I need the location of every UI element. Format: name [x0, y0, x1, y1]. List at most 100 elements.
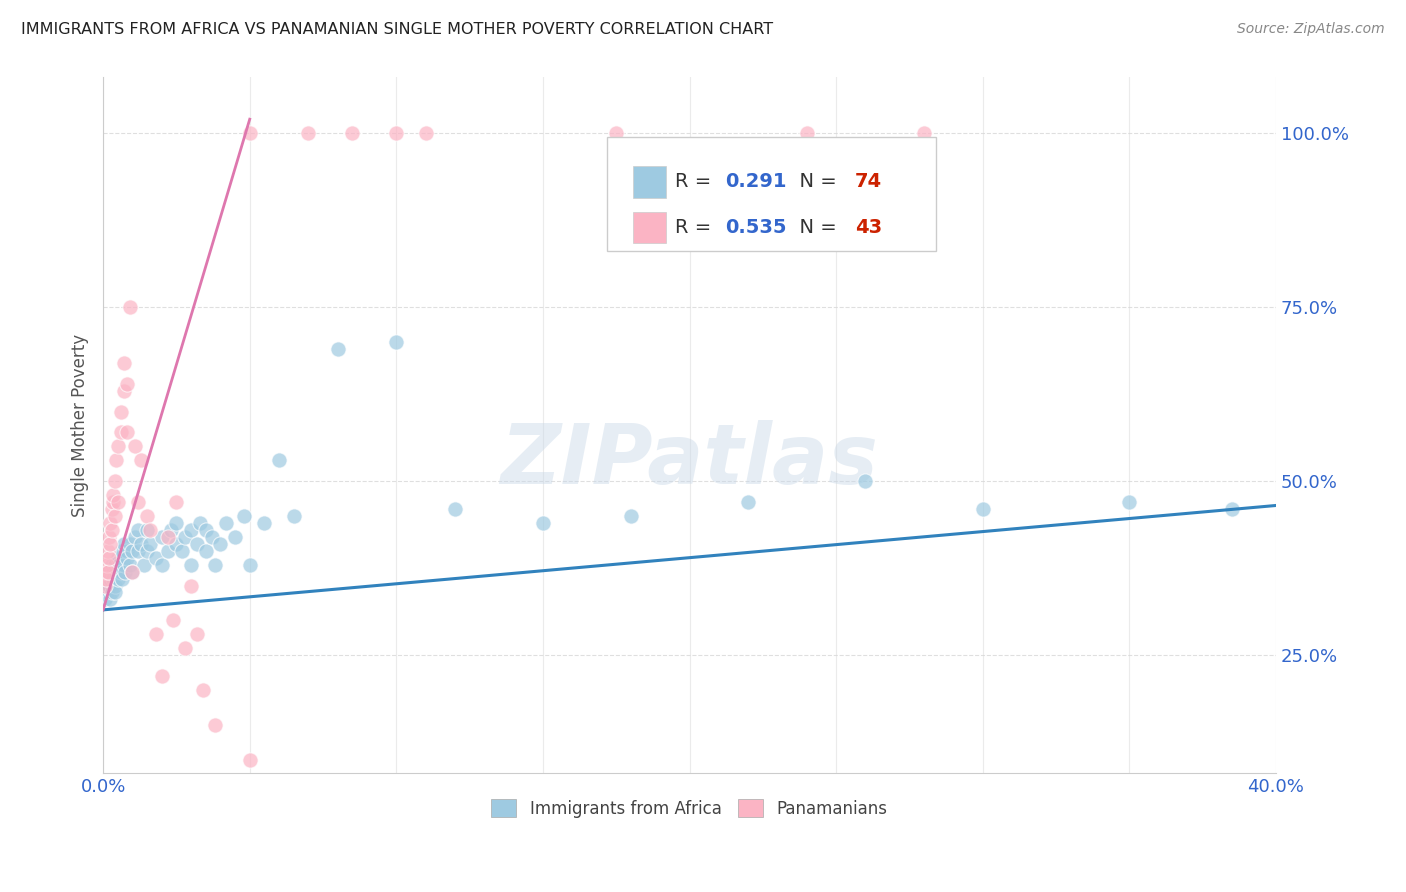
Point — [94, 592, 117, 607]
Point — [156, 530, 179, 544]
Point — [136, 543, 159, 558]
Point — [104, 578, 127, 592]
Point — [112, 384, 135, 398]
Point — [101, 558, 124, 572]
Point — [912, 126, 935, 140]
Point — [620, 508, 643, 523]
Point — [110, 565, 132, 579]
Point — [96, 565, 118, 579]
Text: 43: 43 — [855, 218, 882, 236]
Point — [134, 558, 156, 572]
Point — [174, 530, 197, 544]
Point — [96, 558, 118, 572]
Point — [737, 495, 759, 509]
Point — [215, 516, 238, 530]
Text: IMMIGRANTS FROM AFRICA VS PANAMANIAN SINGLE MOTHER POVERTY CORRELATION CHART: IMMIGRANTS FROM AFRICA VS PANAMANIAN SIN… — [21, 22, 773, 37]
Point — [114, 565, 136, 579]
Point — [162, 613, 184, 627]
Text: ZIPatlas: ZIPatlas — [501, 420, 879, 500]
Point — [186, 537, 208, 551]
Point — [98, 565, 121, 579]
Point — [112, 356, 135, 370]
Point — [121, 565, 143, 579]
Point — [201, 530, 224, 544]
Point — [180, 558, 202, 572]
Point — [239, 752, 262, 766]
Point — [96, 572, 118, 586]
Point — [145, 550, 167, 565]
Point — [186, 627, 208, 641]
Text: N =: N = — [787, 172, 842, 192]
Point — [194, 543, 217, 558]
Point — [93, 578, 115, 592]
Point — [191, 682, 214, 697]
Point — [115, 425, 138, 440]
Point — [605, 126, 627, 140]
Point — [98, 550, 121, 565]
Point — [385, 126, 408, 140]
Point — [110, 425, 132, 440]
Point — [159, 523, 181, 537]
Point — [94, 578, 117, 592]
Legend: Immigrants from Africa, Panamanians: Immigrants from Africa, Panamanians — [485, 793, 894, 824]
Point — [150, 558, 173, 572]
Point — [121, 543, 143, 558]
Point — [232, 508, 254, 523]
Point — [107, 550, 129, 565]
Point — [150, 530, 173, 544]
Point — [204, 717, 226, 731]
Point — [121, 565, 143, 579]
Point — [385, 334, 408, 349]
Point — [103, 572, 125, 586]
Point — [127, 523, 149, 537]
Point — [415, 126, 437, 140]
Point — [98, 530, 121, 544]
Point — [118, 558, 141, 572]
Point — [96, 585, 118, 599]
Point — [1220, 502, 1243, 516]
Point — [267, 453, 290, 467]
Point — [118, 537, 141, 551]
Point — [101, 495, 124, 509]
Text: R =: R = — [675, 218, 718, 236]
Point — [283, 508, 305, 523]
Point — [180, 578, 202, 592]
FancyBboxPatch shape — [607, 136, 936, 252]
Text: 0.291: 0.291 — [724, 172, 786, 192]
Point — [111, 572, 134, 586]
Text: 0.535: 0.535 — [724, 218, 786, 236]
Point — [342, 126, 364, 140]
Point — [180, 523, 202, 537]
Point — [107, 572, 129, 586]
Point — [188, 516, 211, 530]
Point — [98, 537, 121, 551]
Point — [194, 523, 217, 537]
Point — [129, 537, 152, 551]
Point — [139, 537, 162, 551]
Text: Source: ZipAtlas.com: Source: ZipAtlas.com — [1237, 22, 1385, 37]
Point — [94, 572, 117, 586]
Point — [136, 523, 159, 537]
Point — [165, 516, 187, 530]
Point — [107, 439, 129, 453]
Point — [139, 523, 162, 537]
Point — [104, 508, 127, 523]
Point — [156, 543, 179, 558]
Point — [97, 543, 120, 558]
Point — [239, 126, 262, 140]
Text: 74: 74 — [855, 172, 882, 192]
Point — [110, 404, 132, 418]
Point — [124, 530, 146, 544]
Point — [145, 627, 167, 641]
Point — [103, 488, 125, 502]
Point — [105, 453, 128, 467]
Text: N =: N = — [787, 218, 842, 236]
Point — [101, 523, 124, 537]
Point — [796, 126, 818, 140]
Y-axis label: Single Mother Poverty: Single Mother Poverty — [72, 334, 89, 517]
Point — [127, 495, 149, 509]
Point — [855, 474, 877, 488]
Point — [104, 474, 127, 488]
Point — [104, 585, 127, 599]
Point — [972, 502, 994, 516]
